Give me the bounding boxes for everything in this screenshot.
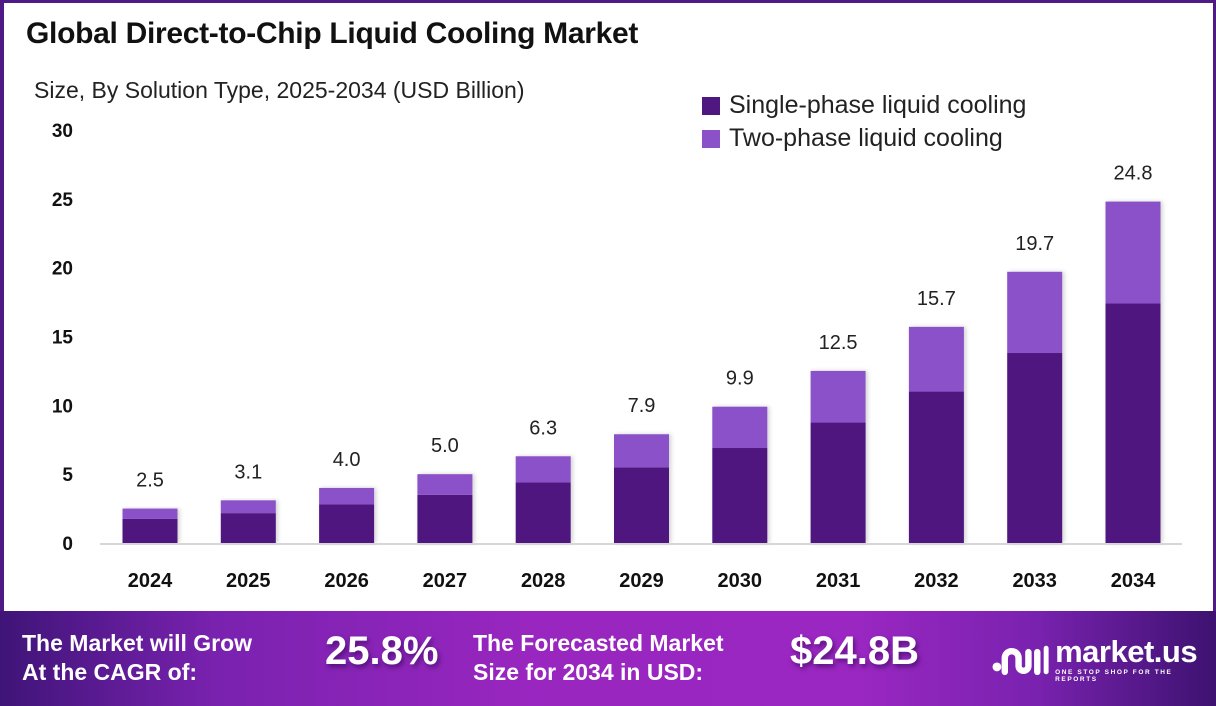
x-tick-label: 2033 bbox=[1012, 570, 1057, 592]
bar-stack-2024 bbox=[122, 508, 178, 543]
bar-single-phase-2032 bbox=[908, 391, 964, 543]
bar-single-phase-2030 bbox=[712, 448, 768, 543]
bar-single-phase-2028 bbox=[515, 482, 571, 543]
data-label: 2.5 bbox=[136, 470, 164, 492]
brand-logo[interactable]: market.us ONE STOP SHOP FOR THE REPORTS bbox=[992, 634, 1216, 683]
data-label: 5.0 bbox=[431, 435, 459, 457]
data-label: 15.7 bbox=[917, 288, 956, 310]
y-tick-label: 25 bbox=[52, 190, 74, 211]
y-axis: 0 5 10 15 20 25 30 bbox=[52, 121, 74, 555]
forecast-label: The Forecasted Market Size for 2034 in U… bbox=[473, 629, 724, 687]
x-tick-label: 2026 bbox=[324, 570, 369, 592]
legend-swatch-two-phase bbox=[702, 129, 720, 148]
bar-single-phase-2029 bbox=[614, 467, 669, 543]
x-tick-label: 2024 bbox=[128, 570, 173, 592]
bar-stack-2031 bbox=[810, 370, 866, 543]
chart-subtitle: Size, By Solution Type, 2025-2034 (USD B… bbox=[34, 77, 525, 103]
bar-single-phase-2025 bbox=[220, 513, 276, 543]
x-axis: 2024 2025 2026 2027 2028 2029 2030 2031 2032 2033… bbox=[128, 570, 1156, 592]
bar-two-phase-2034 bbox=[1105, 201, 1161, 304]
bars bbox=[122, 201, 1161, 543]
bar-two-phase-2027 bbox=[417, 474, 473, 495]
forecast-value: $24.8B bbox=[790, 629, 919, 673]
bar-two-phase-2033 bbox=[1007, 271, 1063, 354]
data-label: 9.9 bbox=[726, 368, 754, 390]
bar-single-phase-2026 bbox=[319, 504, 375, 543]
data-label: 7.9 bbox=[628, 395, 656, 417]
data-label: 12.5 bbox=[819, 332, 858, 354]
bar-single-phase-2034 bbox=[1105, 303, 1161, 543]
legend-item-two-phase: Two-phase liquid cooling bbox=[702, 122, 1026, 155]
y-tick-label: 30 bbox=[52, 121, 73, 142]
cagr-label-line1: The Market will Grow bbox=[22, 630, 253, 656]
cagr-label-line2: At the CAGR of: bbox=[22, 659, 198, 685]
data-label: 4.0 bbox=[333, 449, 361, 471]
chart-title: Global Direct-to-Chip Liquid Cooling Mar… bbox=[26, 17, 639, 50]
y-tick-label: 5 bbox=[62, 465, 73, 486]
bar-two-phase-2029 bbox=[614, 434, 669, 468]
bar-stack-2028 bbox=[515, 456, 571, 543]
x-tick-label: 2032 bbox=[914, 570, 959, 592]
brand-name: market.us bbox=[1055, 634, 1198, 669]
bar-stack-2029 bbox=[614, 434, 669, 543]
x-tick-label: 2029 bbox=[619, 570, 664, 592]
bar-stack-2033 bbox=[1007, 271, 1063, 543]
bar-stack-2030 bbox=[712, 406, 768, 543]
bar-single-phase-2027 bbox=[417, 494, 473, 543]
legend-swatch-single-phase bbox=[702, 96, 720, 115]
market-us-logo-icon bbox=[992, 645, 1049, 676]
y-tick-label: 15 bbox=[52, 328, 74, 349]
x-tick-label: 2025 bbox=[226, 570, 271, 592]
data-label: 3.1 bbox=[234, 461, 262, 483]
bar-single-phase-2031 bbox=[810, 422, 866, 543]
forecast-label-line2: Size for 2034 in USD: bbox=[473, 659, 704, 685]
bar-two-phase-2024 bbox=[122, 508, 178, 519]
bar-two-phase-2032 bbox=[908, 326, 964, 392]
bar-two-phase-2031 bbox=[810, 370, 866, 423]
bar-stack-2032 bbox=[908, 326, 964, 543]
x-tick-label: 2028 bbox=[521, 570, 566, 592]
bar-two-phase-2030 bbox=[712, 406, 768, 449]
data-label: 6.3 bbox=[529, 417, 557, 439]
cagr-value: 25.8% bbox=[325, 629, 439, 673]
bar-stack-2034 bbox=[1105, 201, 1161, 543]
data-label: 19.7 bbox=[1015, 233, 1054, 255]
bar-two-phase-2025 bbox=[220, 500, 276, 514]
bar-stack-2027 bbox=[417, 474, 473, 543]
brand-tagline: ONE STOP SHOP FOR THE REPORTS bbox=[1055, 669, 1173, 683]
footer-banner: The Market will Grow At the CAGR of: 25.… bbox=[0, 611, 1216, 706]
bar-stack-2025 bbox=[220, 500, 276, 543]
bar-stack-2026 bbox=[319, 487, 375, 543]
x-tick-label: 2027 bbox=[423, 570, 468, 592]
x-tick-label: 2031 bbox=[816, 570, 861, 592]
legend-label-two-phase: Two-phase liquid cooling bbox=[729, 124, 1003, 152]
cagr-label: The Market will Grow At the CAGR of: bbox=[22, 629, 252, 687]
bar-two-phase-2028 bbox=[515, 456, 571, 483]
data-label: 24.8 bbox=[1114, 163, 1153, 185]
legend-label-single-phase: Single-phase liquid cooling bbox=[729, 91, 1027, 119]
x-tick-label: 2034 bbox=[1111, 570, 1156, 592]
legend: Single-phase liquid cooling Two-phase li… bbox=[702, 89, 1026, 155]
y-tick-label: 20 bbox=[52, 259, 73, 280]
y-tick-label: 10 bbox=[52, 396, 73, 417]
y-tick-label: 0 bbox=[62, 534, 73, 555]
bar-single-phase-2033 bbox=[1007, 353, 1063, 543]
data-labels: 2.5 3.1 4.0 5.0 6.3 7.9 9.9 12.5 15.7 19.7 24.8 bbox=[136, 163, 1152, 492]
bar-single-phase-2024 bbox=[122, 518, 178, 543]
forecast-label-line1: The Forecasted Market bbox=[473, 630, 724, 656]
x-tick-label: 2030 bbox=[718, 570, 763, 592]
bar-two-phase-2026 bbox=[319, 487, 375, 505]
legend-item-single-phase: Single-phase liquid cooling bbox=[702, 89, 1026, 122]
